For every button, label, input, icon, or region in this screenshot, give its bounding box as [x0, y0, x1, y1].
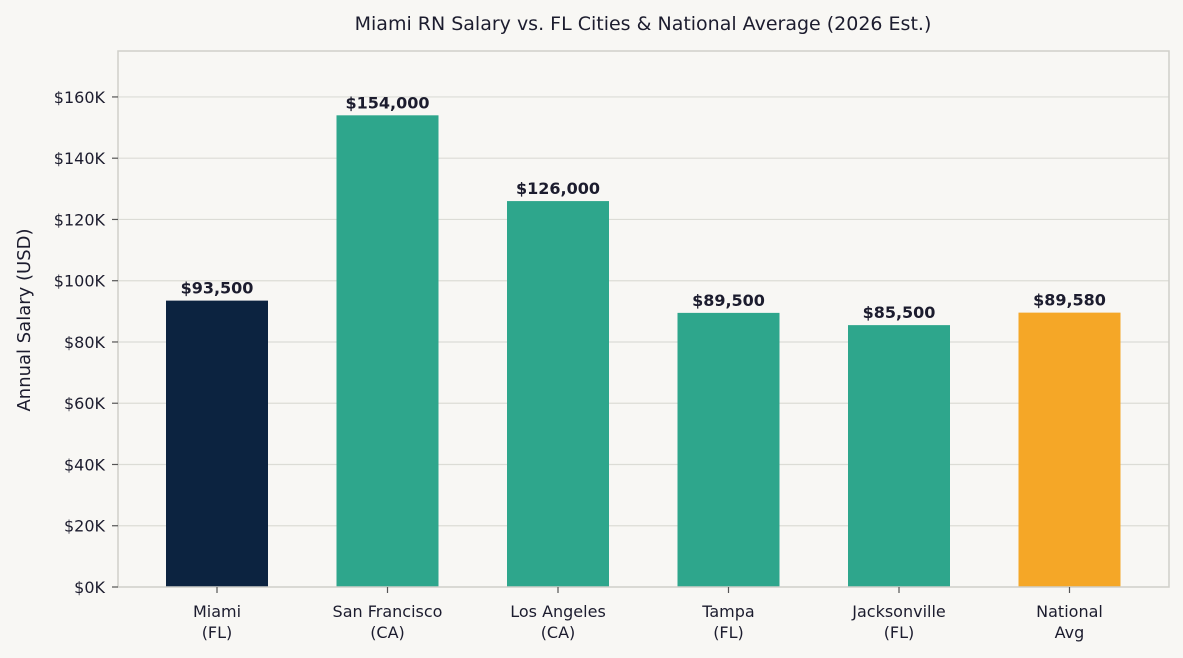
x-tick-label-line: Avg [1055, 623, 1085, 642]
bar-value-label: $85,500 [863, 303, 936, 322]
bar [166, 300, 268, 587]
x-tick-label-line: Los Angeles [510, 602, 606, 621]
y-tick-label: $60K [64, 394, 106, 413]
x-tick-label-line: (CA) [541, 623, 576, 642]
value-labels: $93,500 $154,000 $126,000 $89,500 $85,500 $89… [181, 93, 1106, 322]
x-axis: Miami (FL) San Francisco (CA) Los Angeles (CA… [193, 587, 1103, 642]
x-tick-label-line: (FL) [202, 623, 233, 642]
bar-value-label: $89,580 [1033, 291, 1106, 310]
bar [507, 201, 609, 587]
x-tick-label: Los Angeles (CA) [510, 602, 606, 642]
x-tick-label-line: Miami [193, 602, 241, 621]
y-tick-label: $40K [64, 455, 106, 474]
y-axis: $0K $20K $40K $60K $80K $100K $120K $140K $160K [54, 88, 118, 597]
bar-value-label: $93,500 [181, 279, 254, 298]
bar [848, 325, 950, 587]
x-tick-label: Jacksonville (FL) [851, 602, 946, 642]
y-tick-label: $20K [64, 517, 106, 536]
x-tick-label-line: (FL) [884, 623, 915, 642]
y-tick-label: $140K [54, 149, 106, 168]
x-tick-label: National Avg [1036, 602, 1103, 642]
y-tick-label: $0K [74, 578, 105, 597]
plot-frame [117, 50, 1170, 588]
x-tick-label: San Francisco (CA) [333, 602, 443, 642]
bars [166, 115, 1121, 587]
x-tick-label-line: Jacksonville [851, 602, 946, 621]
x-tick-label-line: (CA) [370, 623, 405, 642]
chart-title: Miami RN Salary vs. FL Cities & National… [355, 13, 932, 35]
y-tick-label: $120K [54, 210, 106, 229]
x-tick-label-line: Tampa [701, 602, 754, 621]
gridlines [118, 96, 1169, 527]
x-tick-label: Miami (FL) [193, 602, 241, 642]
bar-value-label: $154,000 [345, 93, 429, 112]
bar-value-label: $126,000 [516, 179, 600, 198]
x-tick-label-line: San Francisco [333, 602, 443, 621]
y-axis-label: Annual Salary (USD) [14, 228, 35, 411]
x-tick-label-line: (FL) [713, 623, 744, 642]
bar [677, 312, 780, 587]
y-tick-label: $160K [54, 88, 106, 107]
bar-value-label: $89,500 [692, 291, 765, 310]
y-tick-label: $100K [54, 272, 106, 291]
x-tick-label-line: National [1036, 602, 1103, 621]
x-tick-label: Tampa (FL) [701, 602, 754, 642]
y-tick-label: $80K [64, 333, 106, 352]
bar [1018, 312, 1121, 587]
bar [336, 115, 439, 587]
